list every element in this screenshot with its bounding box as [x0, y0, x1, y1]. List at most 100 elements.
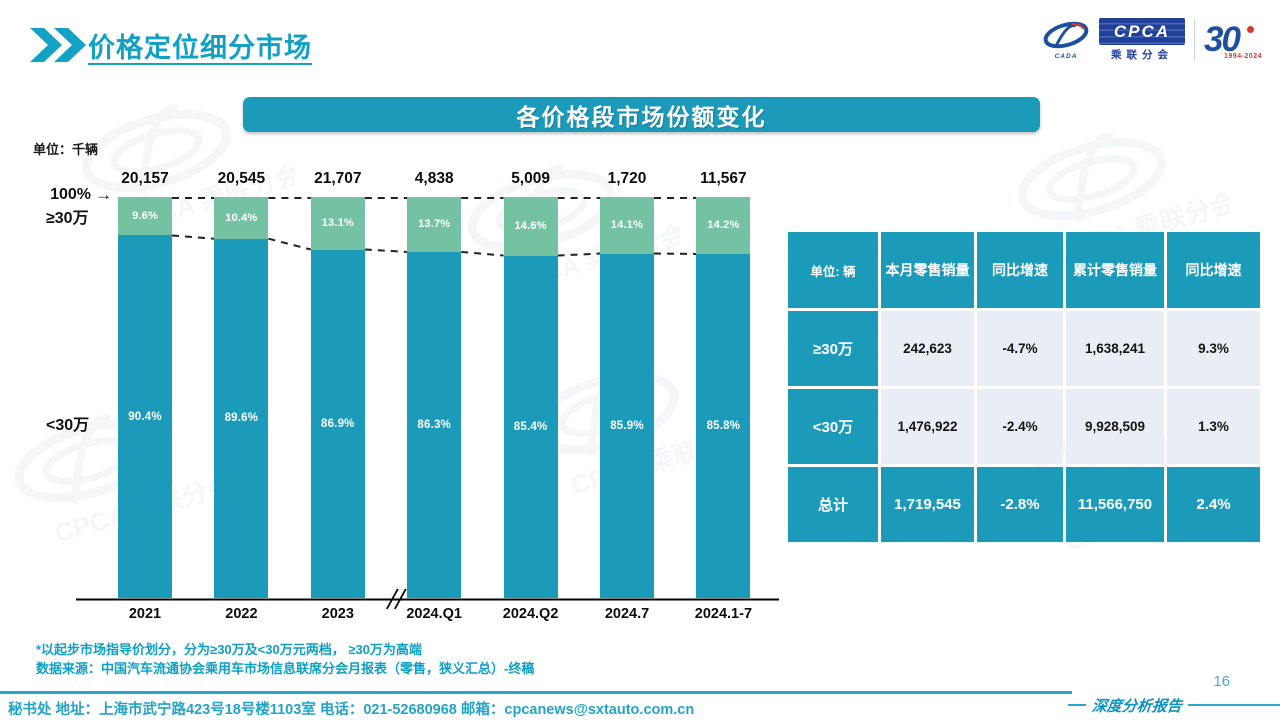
table-cell: 1,476,922	[881, 389, 974, 464]
stacked-bar: 9.6% 90.4%	[118, 197, 172, 598]
bar-segment-low-label: 86.3%	[417, 418, 451, 431]
bar-segment-low: 86.9%	[310, 249, 365, 598]
cada-label: CADA	[1054, 53, 1078, 60]
table-cell: 242,623	[881, 311, 974, 386]
bar-category-label: 2023	[321, 606, 354, 622]
cpca-sub-label: 乘联分会	[1111, 49, 1173, 61]
footnote-line-1: *以起步市场指导价划分，分为≥30万及<30万元两档， ≥30万为高端	[36, 642, 422, 657]
chart-unit-label: 单位：千辆	[33, 142, 99, 157]
table-cell: 9.3%	[1167, 311, 1260, 386]
bar-segment-low: 89.6%	[214, 238, 269, 598]
bar-category-label: 2022	[225, 606, 258, 622]
table-header-cell: 单位: 辆	[788, 232, 878, 308]
table-cell: 1,638,241	[1066, 311, 1164, 386]
table-cell: -4.7%	[977, 311, 1063, 386]
axis-100-label: 100% →	[26, 186, 112, 204]
page-title: 价格定位细分市场	[88, 33, 312, 63]
bar-total-label: 20,157	[121, 170, 169, 187]
segment-high-axis-label: ≥30万	[46, 210, 89, 227]
bar-segment-low: 90.4%	[118, 235, 172, 598]
bar-segment-low: 85.8%	[696, 253, 751, 598]
bar-segment-low-label: 86.9%	[320, 417, 355, 430]
bar-category-label: 2024.Q1	[406, 606, 462, 622]
stacked-bar: 13.7% 86.3%	[407, 197, 462, 598]
bar-segment-low: 85.4%	[503, 255, 558, 598]
table-cell: 9,928,509	[1066, 389, 1164, 464]
report-type-label: 深度分析报告	[1068, 694, 1280, 716]
bar-category-label: 2024.7	[604, 606, 650, 622]
bar-segment-high-label: 13.1%	[321, 217, 354, 230]
double-chevron-icon	[30, 28, 86, 62]
bar-segment-low-label: 90.4%	[128, 410, 162, 423]
stacked-bar: 14.6% 85.4%	[503, 197, 558, 598]
bar-total-label: 4,838	[414, 170, 454, 187]
bar-segment-high-label: 14.1%	[610, 219, 644, 232]
table-row-label: 总计	[788, 467, 878, 542]
bar-segment-low: 85.9%	[600, 253, 654, 598]
stacked-bar: 14.2% 85.8%	[696, 197, 751, 598]
table-cell: 11,566,750	[1066, 467, 1164, 542]
table-header-cell: 同比增速	[977, 232, 1063, 308]
bar-segment-high: 9.6%	[118, 197, 172, 236]
table-header-cell: 累计零售销量	[1066, 232, 1164, 308]
table-cell: 2.4%	[1167, 467, 1260, 542]
footnotes: *以起步市场指导价划分，分为≥30万及<30万元两档， ≥30万为高端 数据来源…	[36, 640, 534, 678]
table-cell: 1,719,545	[881, 467, 974, 542]
cada-swoosh-icon	[1043, 21, 1089, 49]
bar-segment-high-label: 9.6%	[132, 210, 158, 223]
stacked-bar: 10.4% 89.6%	[214, 197, 269, 598]
bar-segment-low-label: 85.4%	[513, 420, 548, 433]
chart-plot: 9.6% 90.4% 20,157 2021 10.4% 89.6% 20,545 2022 1…	[76, 170, 779, 622]
anniversary-number: 30	[1204, 20, 1241, 59]
bar-segment-low-label: 85.9%	[610, 419, 644, 432]
footer-divider	[0, 691, 1072, 694]
bar-total-label: 1,720	[607, 170, 647, 187]
footer-contact-text: 秘书处 地址：上海市武宁路423号18号楼1103室 电话：021-526809…	[8, 702, 695, 718]
bar-total-label: 5,009	[511, 170, 550, 187]
section-banner: 各价格段市场份额变化	[243, 97, 1040, 132]
summary-table: 单位: 辆本月零售销量 同比增速 累计零售销量 同比增速 ≥30万 242,623 -4.7…	[788, 232, 1260, 542]
cpca-logo-group: CADA CPCA 乘联分会 30 1994-2024	[1042, 16, 1262, 64]
logo-separator	[1194, 19, 1195, 61]
bar-segment-low-label: 89.6%	[224, 412, 259, 425]
table-cell: -2.8%	[977, 467, 1063, 542]
bar-segment-high-label: 14.2%	[707, 219, 740, 232]
axis-100-text: 100%	[50, 186, 91, 203]
bar-segment-high: 10.4%	[214, 197, 269, 239]
bar-total-label: 11,567	[700, 170, 747, 187]
cada-logo: CADA	[1042, 20, 1090, 60]
bar-category-label: 2021	[128, 606, 162, 622]
bar-total-label: 20,545	[217, 170, 266, 187]
table-header-cell: 同比增速	[1167, 232, 1260, 308]
bar-segment-high: 14.2%	[696, 197, 751, 254]
cpca-badge: CPCA 乘联分会	[1099, 18, 1185, 62]
table-row-label: <30万	[788, 389, 878, 464]
bar-segment-high: 14.6%	[503, 197, 558, 256]
page-number: 16	[1213, 673, 1230, 690]
segment-low-axis-label: <30万	[46, 417, 90, 434]
stacked-bar: 14.1% 85.9%	[600, 197, 654, 598]
bar-segment-high: 13.7%	[407, 197, 462, 252]
table-cell: -2.4%	[977, 389, 1063, 464]
bar-category-label: 2024.1-7	[694, 606, 753, 622]
cpca-label: CPCA	[1113, 21, 1171, 41]
chart-dashed-lines	[76, 197, 779, 610]
anniversary-years: 1994-2024	[1224, 53, 1262, 60]
bar-segment-high: 14.1%	[600, 197, 654, 254]
bar-total-label: 21,707	[314, 170, 362, 187]
bar-segment-high-label: 13.7%	[418, 218, 451, 231]
report-type-text: 深度分析报告	[1091, 698, 1183, 715]
table-row-label: ≥30万	[788, 311, 878, 386]
footnote-line-2: 数据来源：中国汽车流通协会乘用车市场信息联席分会月报表（零售，狭义汇总）-终稿	[36, 661, 535, 676]
anniversary-dot-icon	[1247, 26, 1254, 33]
bar-segment-high-label: 14.6%	[514, 220, 547, 233]
arrow-right-icon: →	[95, 185, 112, 204]
bar-segment-low: 86.3%	[407, 251, 462, 598]
bar-segment-high-label: 10.4%	[225, 211, 258, 224]
stacked-bar: 13.1% 86.9%	[310, 197, 365, 598]
table-header-cell: 本月零售销量	[881, 232, 974, 308]
bar-segment-low-label: 85.8%	[706, 419, 741, 432]
anniversary-30-mark: 30 1994-2024	[1204, 16, 1262, 64]
bar-category-label: 2024.Q2	[502, 606, 559, 622]
